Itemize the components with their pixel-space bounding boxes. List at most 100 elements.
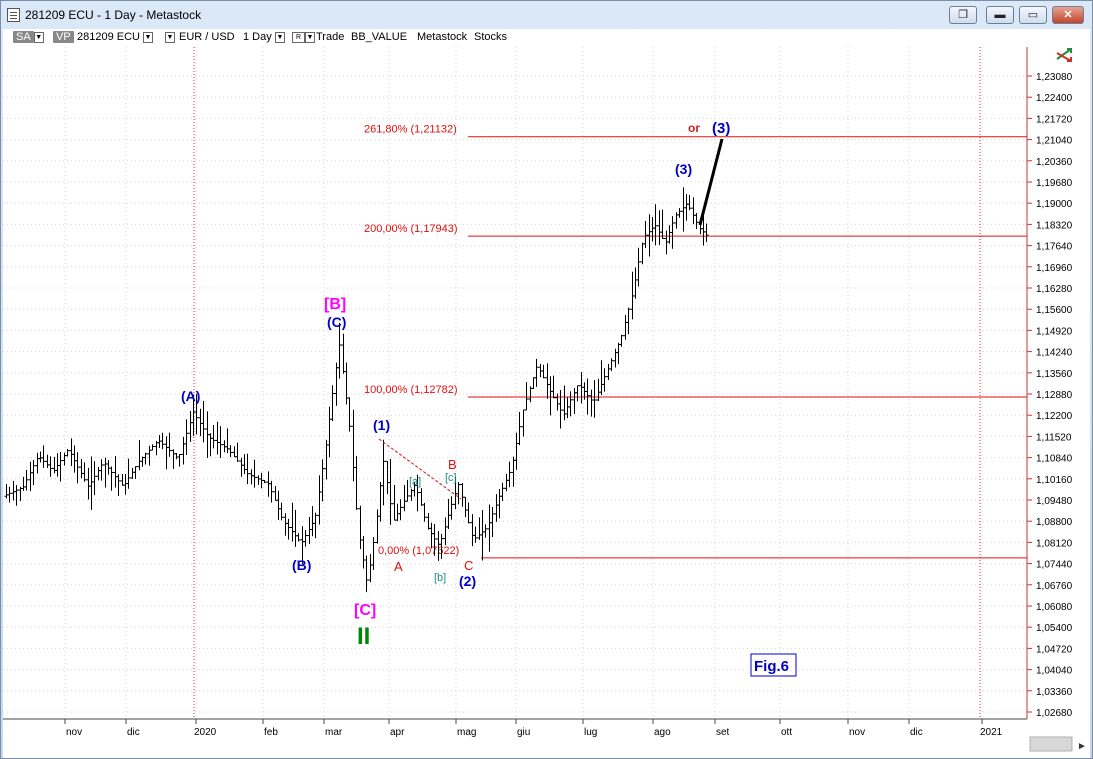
vp-label: VP [53,31,74,43]
price-chart[interactable]: 1,23080 1,22400 1,21720 1,21040 1,20360 1,196… [3,47,1090,758]
price-tick-label: 1,04720 [1036,644,1073,655]
wave-label-A-red: A [394,559,403,574]
toolbar-item-trade[interactable]: Trade [316,31,345,43]
time-tick-label: dic [910,727,923,738]
chart-area[interactable]: 1,23080 1,22400 1,21720 1,21040 1,20360 1,196… [3,47,1090,758]
projection-line [698,138,724,226]
wave-labels: (A) (B) (C) [B] [C] II (1) (2) (3) (3) o… [181,120,730,650]
fib-label: 100,00% (1,12782) [364,384,458,396]
period-label: 1 Day [243,31,272,43]
price-tick-label: 1,17640 [1036,242,1073,253]
period-dropdown-icon[interactable]: ▼ [275,31,285,43]
wave-label-A-big: (A) [181,388,200,404]
price-tick-label: 1,18320 [1036,220,1073,231]
toolbar-item-stocks[interactable]: Stocks [474,31,508,43]
toolbar-item-bb-value[interactable]: BB_VALUE [351,31,408,43]
chart-toolbar: SA ▼ VP 281209 ECU ▼ ▼ EUR / USD 1 Day ▼ … [3,29,1090,47]
sa-dropdown-icon[interactable]: ▼ [33,31,44,43]
price-tick-label: 1,22400 [1036,93,1073,104]
window-title: 281209 ECU - 1 Day - Metastock [25,8,202,22]
price-tick-label: 1,13560 [1036,369,1073,380]
time-tick-label: nov [66,727,82,738]
r-label: R [292,31,305,43]
pair-label: EUR / USD [179,31,235,43]
price-tick-label: 1,06760 [1036,581,1073,592]
restore-icon-button[interactable]: ❐ [949,6,977,24]
time-tick-label: 2021 [980,727,1003,738]
vp-button[interactable]: VP [53,30,74,45]
wave-label-3-alt: (3) [712,120,730,137]
symbol-dropdown-icon[interactable]: ▼ [143,31,153,43]
price-tick-label: 1,12200 [1036,411,1073,422]
price-tick-label: 1,07440 [1036,560,1073,571]
price-tick-label: 1,03360 [1036,687,1073,698]
wave-label-C-bracket: [C] [354,602,376,619]
price-tick-label: 1,14920 [1036,326,1073,337]
title-bar[interactable]: 281209 ECU - 1 Day - Metastock ❐ ▬ ▭ ✕ [1,1,1092,29]
time-tick-label: set [716,727,730,738]
wave-label-B-red: B [448,457,457,472]
time-tick-label: ago [654,727,671,738]
fib-label: 0,00% (1,07622) [378,545,459,557]
wave-label-II: II [357,623,370,650]
price-tick-label: 1,20360 [1036,157,1073,168]
chart-grid [3,47,1027,719]
wave-label-C-red: C [464,558,473,573]
wave-label-a-small: [a] [409,476,421,488]
figure-label-box [750,653,797,677]
wave-label-2: (2) [459,573,476,589]
time-tick-label: ott [781,727,792,738]
wave-label-B-bracket: [B] [324,296,346,313]
price-tick-label: 1,12880 [1036,390,1073,401]
horizontal-scrollbar[interactable]: ► [1029,736,1087,752]
maximize-button[interactable]: ▭ [1019,6,1047,24]
minimize-button[interactable]: ▬ [986,6,1014,24]
price-tick-label: 1,08800 [1036,517,1073,528]
price-tick-label: 1,15600 [1036,305,1073,316]
wave-label-C-big: (C) [327,314,346,330]
chart-window-icon [7,8,20,22]
trade-arrows-icon[interactable] [1056,48,1072,62]
price-tick-label: 1,06080 [1036,602,1073,613]
price-tick-label: 1,02680 [1036,708,1073,719]
price-tick-label: 1,04040 [1036,666,1073,677]
price-tick-label: 1,16280 [1036,284,1073,295]
price-tick-label: 1,08120 [1036,538,1073,549]
price-tick-label: 1,14240 [1036,348,1073,359]
wave-label-b-small: [b] [434,572,446,584]
or-label: or [688,121,700,135]
price-tick-label: 1,05400 [1036,623,1073,634]
time-tick-label: mag [457,727,476,738]
wave-channel-line [378,438,462,500]
fib-label: 261,80% (1,21132) [364,124,457,136]
price-tick-label: 1,21040 [1036,136,1073,147]
price-bars [4,187,709,593]
time-tick-label: feb [264,727,278,738]
time-axis: nov dic 2020 feb mar apr mag giu lug ago set ott nov… [64,719,1003,738]
price-tick-label: 1,21720 [1036,114,1073,125]
time-tick-label: lug [584,727,597,738]
fib-label: 200,00% (1,17943) [364,223,458,235]
time-tick-label: mar [325,727,343,738]
close-button[interactable]: ✕ [1052,6,1084,24]
wave-label-3: (3) [675,161,692,177]
price-tick-label: 1,10840 [1036,454,1073,465]
scroll-right-icon[interactable]: ► [1077,741,1087,752]
pair-dropdown-icon[interactable]: ▼ [165,31,175,43]
wave-label-1: (1) [373,417,390,433]
wave-label-B-big: (B) [292,557,311,573]
time-tick-label: nov [849,727,865,738]
sa-selector[interactable]: SA ▼ [13,30,44,45]
time-tick-label: dic [127,727,140,738]
toolbar-item-metastock[interactable]: Metastock [417,31,468,43]
r-button[interactable]: R ▼ [292,30,315,45]
price-tick-label: 1,19680 [1036,178,1073,189]
time-tick-label: giu [517,727,530,738]
symbol-label: 281209 ECU [77,31,140,43]
time-tick-label: apr [390,727,405,738]
price-tick-label: 1,09480 [1036,496,1073,507]
price-tick-label: 1,19000 [1036,199,1073,210]
fibonacci-levels: 261,80% (1,21132) 200,00% (1,17943) 100,00… [364,124,1027,559]
price-axis: 1,23080 1,22400 1,21720 1,21040 1,20360 1,196… [1027,72,1073,719]
